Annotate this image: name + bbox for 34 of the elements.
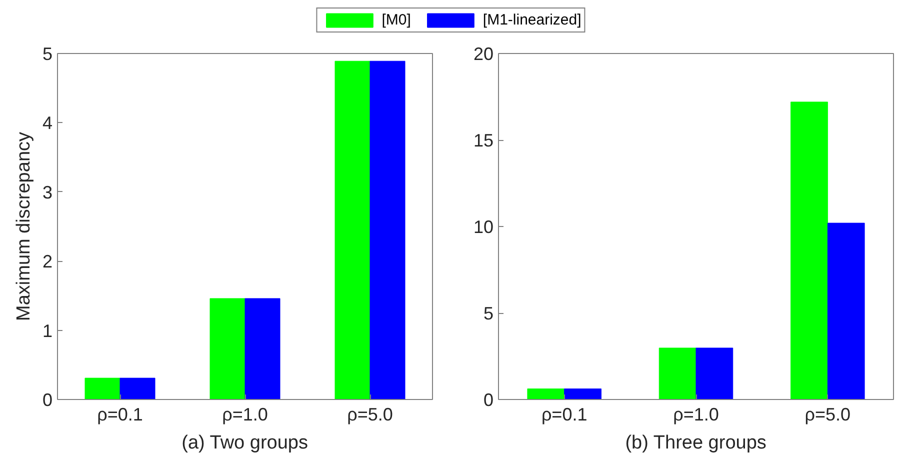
x-tick-label: ρ=0.1 — [541, 404, 588, 424]
bar — [790, 102, 828, 400]
bar — [210, 298, 246, 400]
y-tick-label: 2 — [42, 252, 53, 272]
bar — [120, 378, 156, 400]
bar — [564, 388, 602, 400]
x-tick-label: ρ=5.0 — [347, 404, 393, 424]
x-axis-title: (a) Two groups — [182, 432, 308, 454]
bar — [370, 60, 406, 400]
y-tick-label: 1 — [42, 320, 53, 341]
bar — [244, 298, 280, 400]
y-tick-label: 5 — [483, 304, 494, 324]
y-tick-label: 0 — [42, 390, 53, 410]
x-tick-label: ρ=1.0 — [673, 404, 719, 424]
bar — [527, 388, 565, 400]
bar — [658, 348, 696, 400]
y-axis-title: Maximum discrepancy — [13, 132, 34, 321]
x-tick-label: ρ=5.0 — [804, 404, 851, 424]
bar — [827, 222, 865, 400]
legend-label: [M0] — [382, 12, 411, 28]
legend-label: [M1-linearized] — [482, 12, 582, 28]
bar — [696, 348, 734, 400]
y-tick-label: 4 — [42, 113, 53, 134]
x-tick-label: ρ=0.1 — [97, 404, 143, 424]
y-tick-label: 5 — [42, 44, 53, 64]
y-tick-label: 0 — [483, 390, 494, 410]
y-tick-label: 3 — [42, 182, 53, 202]
x-axis-title: (b) Three groups — [625, 432, 766, 454]
y-tick-label: 15 — [473, 130, 494, 150]
y-tick-label: 20 — [473, 44, 494, 64]
bar — [84, 378, 120, 400]
bar — [334, 60, 370, 400]
y-tick-label: 10 — [473, 217, 494, 237]
x-tick-label: ρ=1.0 — [222, 404, 268, 424]
